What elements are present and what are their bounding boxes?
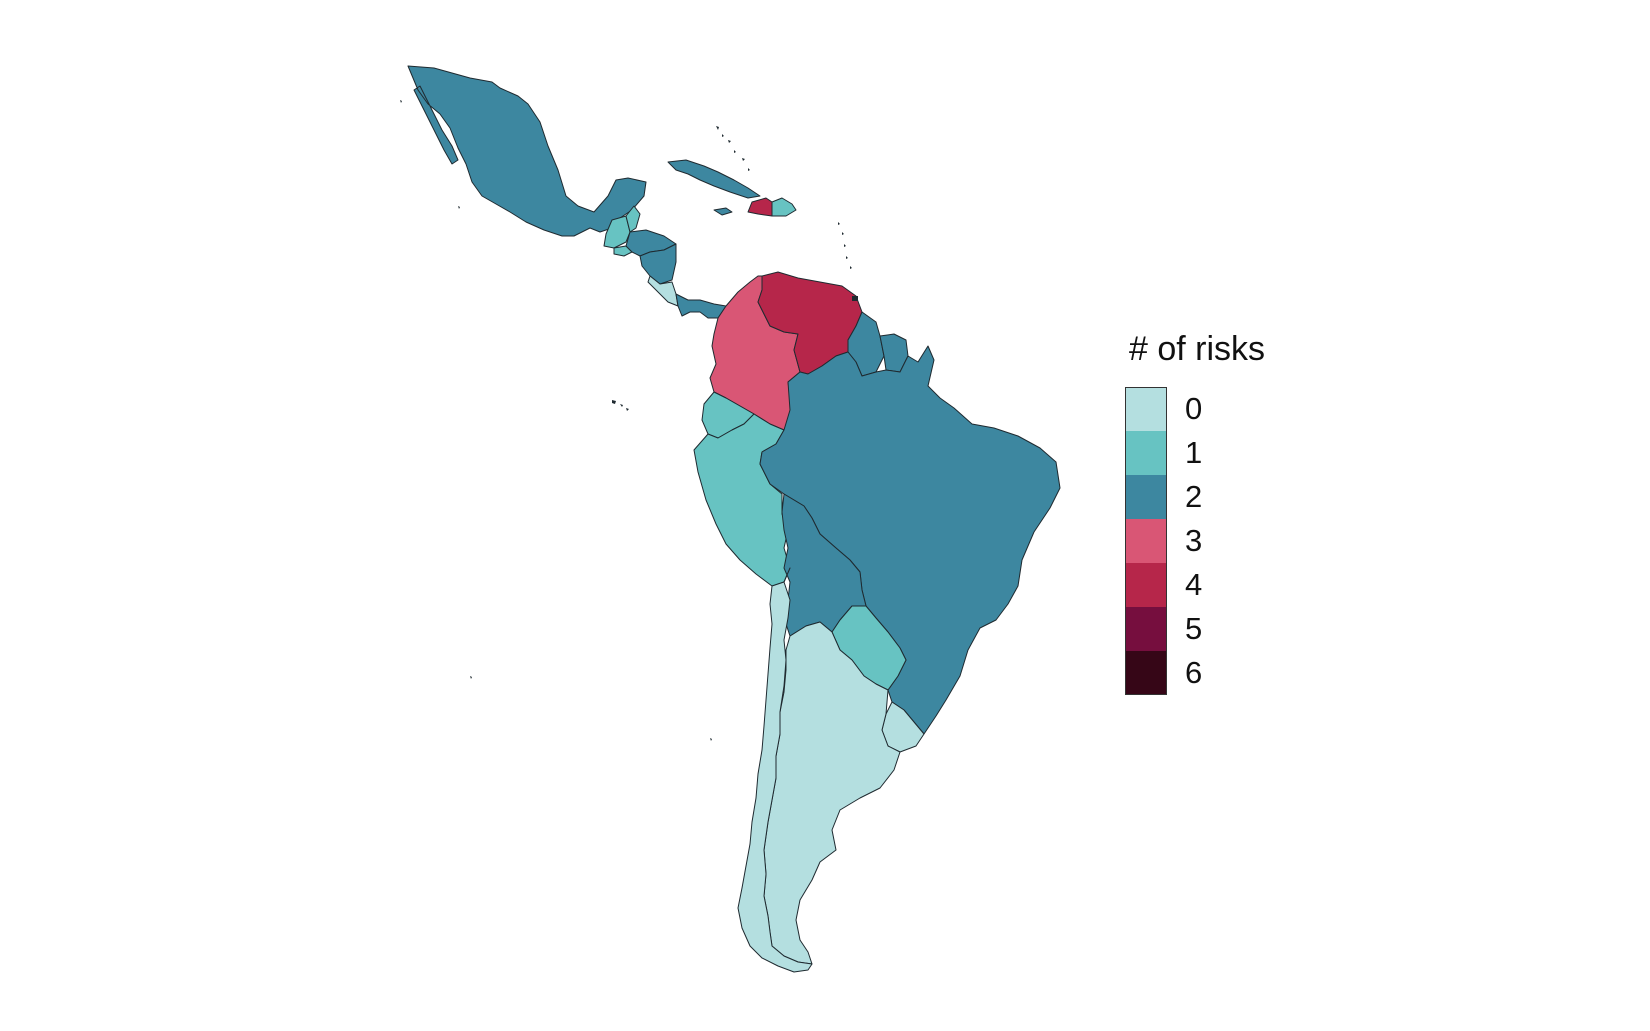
legend-title: # of risks bbox=[1129, 330, 1266, 368]
country-belize bbox=[625, 205, 641, 233]
map-legend: # of risks 0 1 2 3 4 5 6 bbox=[1125, 330, 1345, 695]
galapagos-islands bbox=[612, 400, 629, 411]
legend-item: 2 bbox=[1125, 475, 1345, 519]
legend-swatch bbox=[1125, 387, 1167, 431]
legend-rows: 0 1 2 3 4 5 6 bbox=[1125, 387, 1345, 695]
country-panama bbox=[675, 293, 727, 319]
country-peru bbox=[693, 413, 791, 587]
legend-label: 1 bbox=[1185, 435, 1203, 470]
small-islands bbox=[400, 100, 858, 741]
legend-swatch bbox=[1125, 563, 1167, 607]
legend-item: 6 bbox=[1125, 651, 1345, 695]
legend-label: 0 bbox=[1185, 391, 1203, 426]
legend-item: 4 bbox=[1125, 563, 1345, 607]
lesser-antilles-islands bbox=[838, 222, 852, 269]
country-chile bbox=[737, 567, 813, 973]
legend-label: 3 bbox=[1185, 523, 1203, 558]
legend-swatch bbox=[1125, 651, 1167, 695]
country-nicaragua bbox=[639, 243, 677, 285]
country-haiti bbox=[747, 197, 773, 217]
country-el-salvador bbox=[613, 245, 633, 257]
legend-label: 6 bbox=[1185, 655, 1203, 690]
legend-swatch bbox=[1125, 475, 1167, 519]
legend-label: 2 bbox=[1185, 479, 1203, 514]
country-dominican-republic bbox=[771, 197, 797, 217]
country-mexico bbox=[407, 65, 647, 237]
legend-swatch bbox=[1125, 519, 1167, 563]
trinidad-island bbox=[852, 296, 858, 301]
bahamas-islands bbox=[716, 126, 750, 171]
country-jamaica bbox=[713, 207, 733, 216]
legend-item: 3 bbox=[1125, 519, 1345, 563]
legend-item: 5 bbox=[1125, 607, 1345, 651]
country-cuba bbox=[667, 159, 761, 199]
legend-item: 0 bbox=[1125, 387, 1345, 431]
legend-item: 1 bbox=[1125, 431, 1345, 475]
legend-swatch bbox=[1125, 431, 1167, 475]
legend-label: 5 bbox=[1185, 611, 1203, 646]
legend-swatch bbox=[1125, 607, 1167, 651]
legend-label: 4 bbox=[1185, 567, 1203, 602]
